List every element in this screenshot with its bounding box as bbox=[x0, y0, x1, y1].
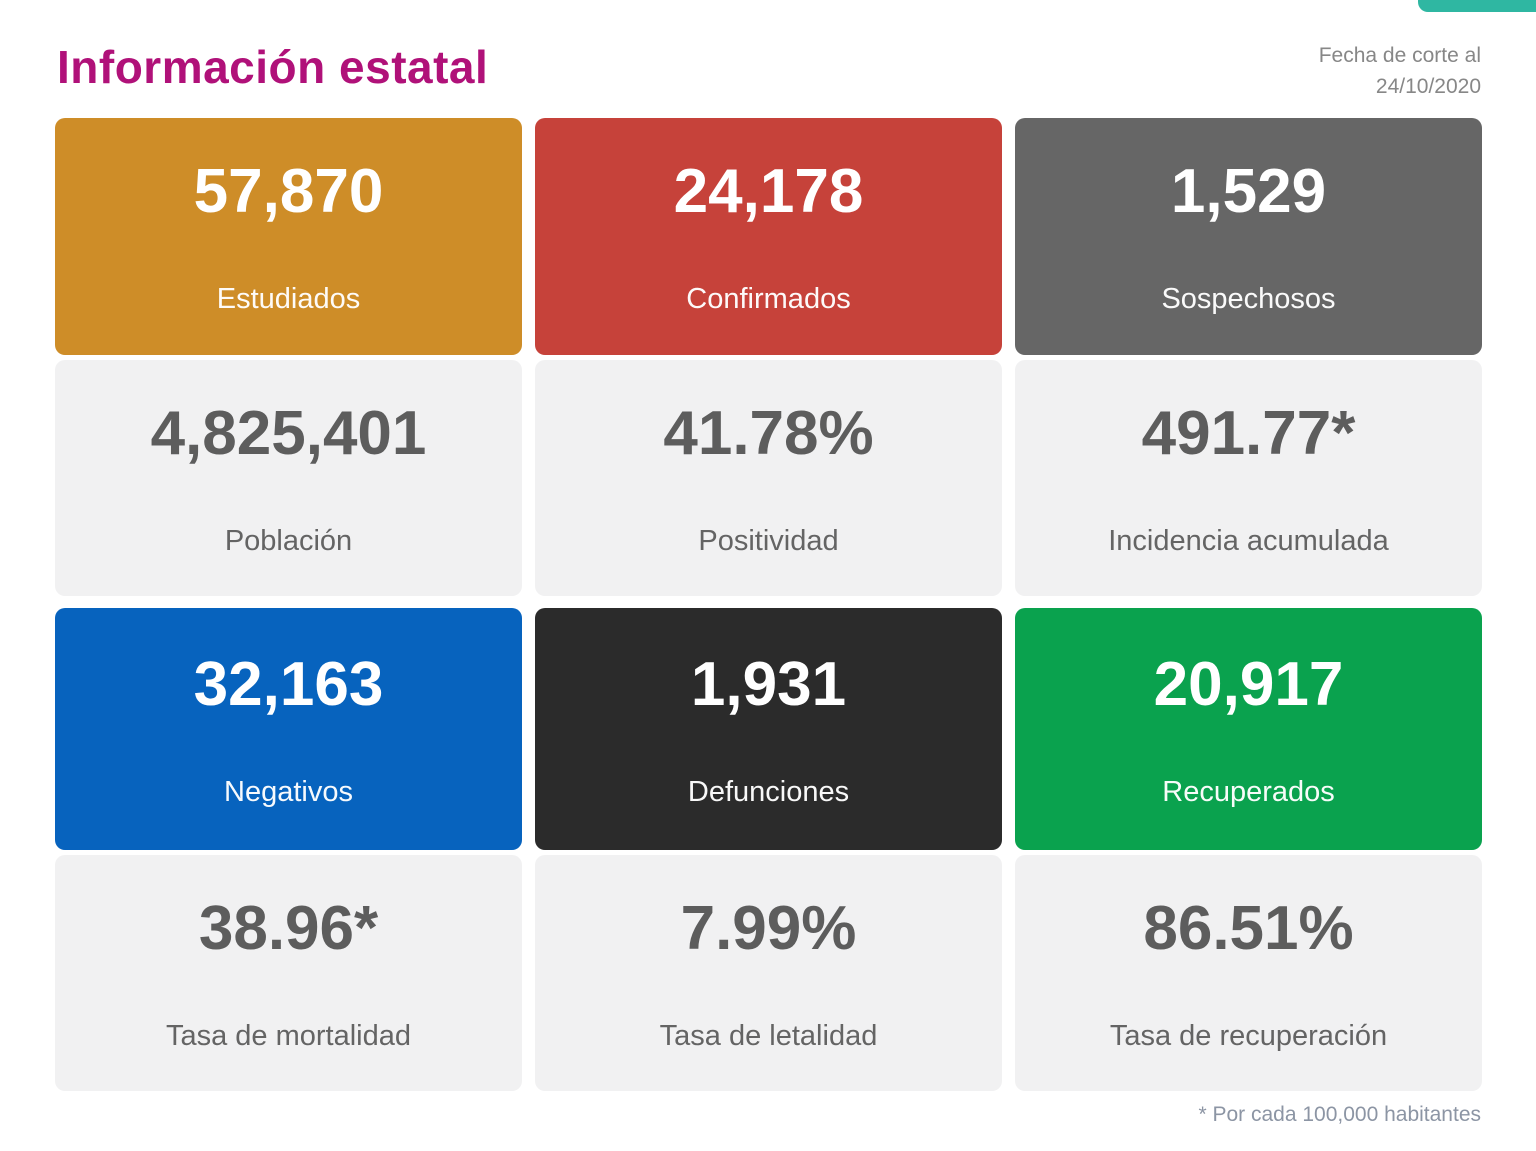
stats-row-2: 32,163 Negativos 1,931 Defunciones 20,91… bbox=[55, 608, 1482, 1091]
stat-label-positividad: Positividad bbox=[698, 524, 839, 557]
corner-accent-tab bbox=[1418, 0, 1536, 12]
stat-label-sospechosos: Sospechosos bbox=[1161, 283, 1336, 316]
stat-subcard-incidencia: 491.77* Incidencia acumulada bbox=[1015, 360, 1482, 596]
stat-value-letalidad: 7.99% bbox=[680, 893, 857, 963]
stat-label-incidencia: Incidencia acumulada bbox=[1108, 524, 1389, 557]
stat-label-letalidad: Tasa de letalidad bbox=[659, 1019, 878, 1052]
stat-label-recuperacion: Tasa de recuperación bbox=[1109, 1019, 1388, 1052]
stat-subcard-mortalidad: 38.96* Tasa de mortalidad bbox=[55, 855, 522, 1091]
stat-value-positividad: 41.78% bbox=[663, 398, 874, 468]
stat-label-confirmados: Confirmados bbox=[686, 283, 851, 316]
stat-value-poblacion: 4,825,401 bbox=[150, 398, 427, 468]
stat-card-sospechosos: 1,529 Sospechosos bbox=[1015, 118, 1482, 355]
stat-card-defunciones: 1,931 Defunciones bbox=[535, 608, 1002, 850]
stat-subcard-letalidad: 7.99% Tasa de letalidad bbox=[535, 855, 1002, 1091]
stats-row-1: 57,870 Estudiados 24,178 Confirmados 1,5… bbox=[55, 118, 1482, 596]
stat-label-defunciones: Defunciones bbox=[687, 775, 850, 808]
stat-card-recuperados: 20,917 Recuperados bbox=[1015, 608, 1482, 850]
stats-grid: 57,870 Estudiados 24,178 Confirmados 1,5… bbox=[55, 118, 1482, 1091]
stat-label-mortalidad: Tasa de mortalidad bbox=[165, 1019, 412, 1052]
stat-value-recuperacion: 86.51% bbox=[1143, 893, 1354, 963]
per-100k-footnote: * Por cada 100,000 habitantes bbox=[1198, 1103, 1481, 1126]
stat-value-defunciones: 1,931 bbox=[690, 649, 847, 719]
stat-label-negativos: Negativos bbox=[224, 775, 353, 808]
stat-card-estudiados: 57,870 Estudiados bbox=[55, 118, 522, 355]
stat-subcard-poblacion: 4,825,401 Población bbox=[55, 360, 522, 596]
stat-label-poblacion: Población bbox=[224, 524, 353, 557]
cutoff-date-label: Fecha de corte al bbox=[1318, 44, 1481, 67]
stat-value-confirmados: 24,178 bbox=[673, 157, 864, 227]
stat-label-recuperados: Recuperados bbox=[1162, 775, 1335, 808]
stat-value-negativos: 32,163 bbox=[193, 649, 384, 719]
stat-value-estudiados: 57,870 bbox=[193, 157, 384, 227]
cutoff-date: Fecha de corte al 24/10/2020 bbox=[1319, 40, 1481, 102]
stat-subcard-recuperacion: 86.51% Tasa de recuperación bbox=[1015, 855, 1482, 1091]
stat-label-estudiados: Estudiados bbox=[216, 283, 361, 316]
page-title: Información estatal bbox=[57, 41, 489, 93]
stat-subcard-positividad: 41.78% Positividad bbox=[535, 360, 1002, 596]
stat-value-mortalidad: 38.96* bbox=[198, 893, 379, 963]
cutoff-date-value: 24/10/2020 bbox=[1375, 75, 1481, 98]
stat-value-recuperados: 20,917 bbox=[1153, 649, 1344, 719]
stat-card-confirmados: 24,178 Confirmados bbox=[535, 118, 1002, 355]
stat-value-incidencia: 491.77* bbox=[1141, 398, 1356, 468]
stat-value-sospechosos: 1,529 bbox=[1170, 157, 1327, 227]
stat-card-negativos: 32,163 Negativos bbox=[55, 608, 522, 850]
